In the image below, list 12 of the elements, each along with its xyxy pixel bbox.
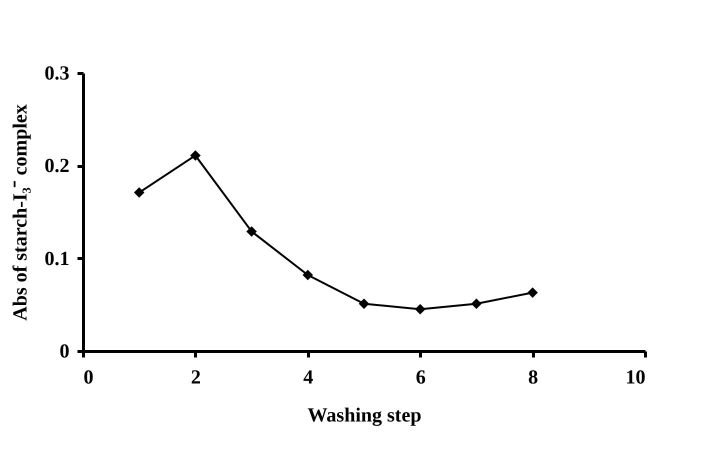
x-tick-label: 8 (528, 366, 538, 388)
y-tick-label: 0.3 (44, 62, 70, 84)
y-tick-label: 0 (60, 340, 70, 362)
x-tick-label: 4 (303, 366, 314, 388)
x-tick-label: 0 (84, 366, 94, 388)
y-tick-label: 0.2 (44, 155, 70, 178)
y-tick-label: 0.1 (44, 248, 70, 270)
x-tick-label: 10 (626, 366, 646, 388)
y-axis-title: Abs of starch-I₃⁻ complex (10, 104, 32, 321)
x-tick-label: 2 (190, 366, 201, 388)
x-tick-label: 6 (416, 366, 426, 388)
x-axis-title: Washing step (308, 404, 422, 426)
